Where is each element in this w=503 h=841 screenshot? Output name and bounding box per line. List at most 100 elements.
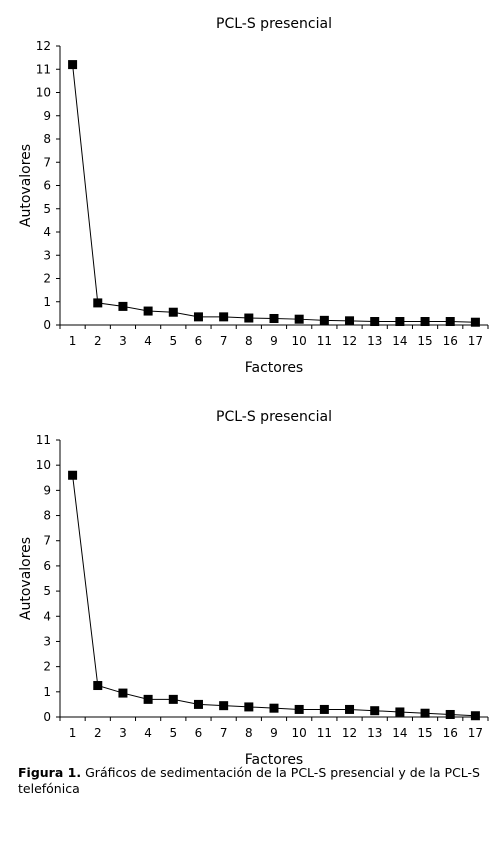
data-point (193, 699, 203, 709)
x-tick-label: 12 (342, 726, 357, 740)
data-point (68, 470, 78, 480)
y-tick-label: 1 (43, 685, 51, 699)
x-tick-label: 1 (69, 334, 77, 348)
y-tick-label: 1 (43, 295, 51, 309)
x-tick-label: 13 (367, 726, 382, 740)
x-tick-label: 6 (195, 334, 203, 348)
x-tick-label: 2 (94, 334, 102, 348)
data-point (219, 312, 229, 322)
data-point (68, 60, 78, 70)
data-point (168, 307, 178, 317)
x-tick-label: 14 (392, 334, 407, 348)
data-point (470, 317, 480, 327)
y-tick-label: 6 (43, 559, 51, 573)
data-point (93, 298, 103, 308)
data-point (244, 702, 254, 712)
y-tick-label: 5 (43, 202, 51, 216)
y-tick-label: 10 (36, 86, 51, 100)
y-tick-label: 3 (43, 248, 51, 262)
y-tick-label: 6 (43, 179, 51, 193)
x-tick-label: 16 (443, 726, 458, 740)
y-tick-label: 11 (36, 62, 51, 76)
y-tick-label: 2 (43, 660, 51, 674)
y-tick-label: 8 (43, 132, 51, 146)
x-tick-label: 4 (144, 726, 152, 740)
y-tick-label: 5 (43, 584, 51, 598)
x-tick-label: 7 (220, 726, 228, 740)
x-tick-label: 17 (468, 334, 483, 348)
data-point (193, 312, 203, 322)
x-tick-label: 10 (292, 334, 307, 348)
series-line (72, 475, 476, 717)
x-tick-label: 11 (317, 726, 332, 740)
data-point (294, 704, 304, 714)
data-point (345, 704, 355, 714)
y-tick-label: 10 (36, 458, 51, 472)
y-tick-label: 9 (43, 483, 51, 497)
y-tick-label: 8 (43, 509, 51, 523)
y-tick-label: 0 (43, 710, 51, 724)
y-axis-label: Autovalores (18, 144, 34, 227)
x-tick-label: 14 (392, 726, 407, 740)
y-tick-label: 4 (43, 225, 51, 239)
data-point (395, 707, 405, 717)
data-point (445, 709, 455, 719)
x-tick-label: 5 (169, 334, 177, 348)
data-point (420, 708, 430, 718)
x-tick-label: 15 (417, 726, 432, 740)
x-tick-label: 1 (69, 726, 77, 740)
x-tick-label: 12 (342, 334, 357, 348)
data-point (118, 301, 128, 311)
y-tick-label: 2 (43, 272, 51, 286)
x-axis-label: Factores (245, 360, 303, 376)
chart-title: PCL-S presencial (216, 409, 332, 425)
x-tick-label: 15 (417, 334, 432, 348)
caption-text: Gráficos de sedimentación de la PCL-S pr… (18, 765, 480, 796)
series-line (72, 64, 476, 323)
x-tick-label: 4 (144, 334, 152, 348)
y-tick-label: 12 (36, 39, 51, 53)
data-point (168, 694, 178, 704)
x-tick-label: 11 (317, 334, 332, 348)
x-tick-label: 3 (119, 726, 127, 740)
y-tick-label: 0 (43, 318, 51, 332)
x-tick-label: 16 (443, 334, 458, 348)
x-tick-label: 5 (169, 726, 177, 740)
x-tick-label: 6 (195, 726, 203, 740)
y-axis-label: Autovalores (18, 537, 34, 620)
data-point (319, 315, 329, 325)
y-tick-label: 4 (43, 609, 51, 623)
figure-caption: Figura 1. Gráficos de sedimentación de l… (18, 765, 480, 797)
x-tick-label: 3 (119, 334, 127, 348)
y-tick-label: 9 (43, 109, 51, 123)
data-point (294, 314, 304, 324)
y-tick-label: 7 (43, 155, 51, 169)
x-tick-label: 9 (270, 334, 278, 348)
data-point (244, 313, 254, 323)
data-point (143, 306, 153, 316)
y-tick-label: 11 (36, 433, 51, 447)
x-tick-label: 10 (292, 726, 307, 740)
caption-label: Figura 1. (18, 765, 82, 780)
x-tick-label: 8 (245, 334, 253, 348)
x-tick-label: 17 (468, 726, 483, 740)
x-tick-label: 8 (245, 726, 253, 740)
data-point (269, 703, 279, 713)
x-tick-label: 7 (220, 334, 228, 348)
data-point (345, 316, 355, 326)
data-point (93, 681, 103, 691)
data-point (470, 711, 480, 721)
data-point (445, 317, 455, 327)
x-tick-label: 2 (94, 726, 102, 740)
chart-title: PCL-S presencial (216, 16, 332, 32)
y-tick-label: 3 (43, 634, 51, 648)
y-tick-label: 7 (43, 534, 51, 548)
data-point (370, 317, 380, 327)
x-tick-label: 9 (270, 726, 278, 740)
data-point (319, 704, 329, 714)
data-point (118, 688, 128, 698)
x-tick-label: 13 (367, 334, 382, 348)
data-point (219, 701, 229, 711)
data-point (395, 317, 405, 327)
